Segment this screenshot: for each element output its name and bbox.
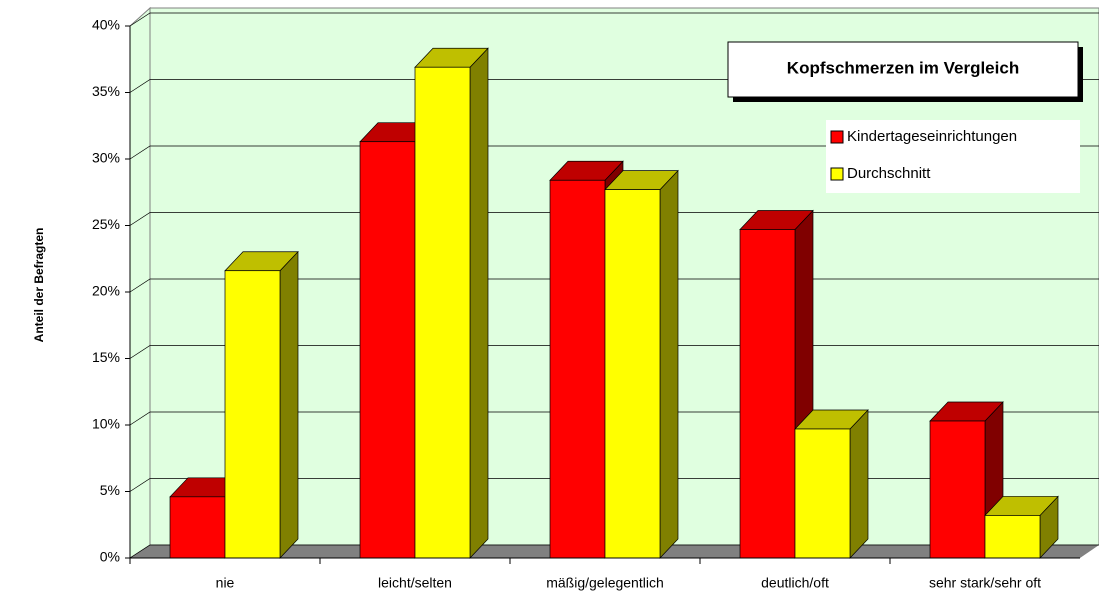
bars [169, 47, 1059, 559]
y-tick-label: 5% [100, 482, 120, 498]
x-tick-label: deutlich/oft [761, 575, 829, 591]
y-tick-label: 35% [92, 83, 120, 99]
grid-line [129, 12, 1099, 27]
bar-front [794, 428, 851, 559]
y-tick-label: 20% [92, 283, 120, 299]
bar [984, 495, 1059, 559]
bar-front [929, 420, 986, 559]
x-tick-label: nie [216, 575, 235, 591]
bar [739, 209, 814, 559]
y-tick-label: 10% [92, 416, 120, 432]
bar-front [984, 515, 1041, 559]
bar-side [469, 47, 489, 559]
bar [604, 169, 679, 559]
bar-front [169, 496, 226, 559]
x-tick-label: mäßig/gelegentlich [546, 575, 664, 591]
bar [794, 409, 869, 559]
legend-entries: Kindertageseinrichtungen Durchschnitt [830, 128, 1017, 182]
y-tick-label: 40% [92, 17, 120, 33]
bar-front [414, 66, 471, 559]
bar-front [224, 270, 281, 559]
legend-label: Durchschnitt [847, 165, 931, 182]
bar [414, 47, 489, 559]
x-tick-label: leicht/selten [378, 575, 452, 591]
grid-line [129, 145, 1099, 160]
y-axis-title: Anteil der Befragten [32, 228, 46, 343]
legend-swatch [830, 130, 844, 144]
y-tick-label: 30% [92, 150, 120, 166]
x-tick-label: sehr stark/sehr oft [929, 575, 1041, 591]
y-tick-label: 15% [92, 349, 120, 365]
bar-front [359, 141, 416, 559]
bar-front [604, 189, 661, 559]
title-box [727, 41, 1079, 98]
bar-side [849, 409, 869, 559]
bar-front [549, 179, 606, 559]
legend-label: Kindertageseinrichtungen [847, 128, 1017, 145]
bar-front [739, 229, 796, 559]
bar-side [279, 250, 299, 559]
legend-swatch [830, 167, 844, 181]
y-tick-label: 0% [100, 549, 120, 565]
chart-title: Kopfschmerzen im Vergleich [787, 58, 1019, 77]
y-tick-label: 25% [92, 216, 120, 232]
bar [224, 250, 299, 559]
legend [826, 120, 1080, 193]
bar-side [659, 169, 679, 559]
